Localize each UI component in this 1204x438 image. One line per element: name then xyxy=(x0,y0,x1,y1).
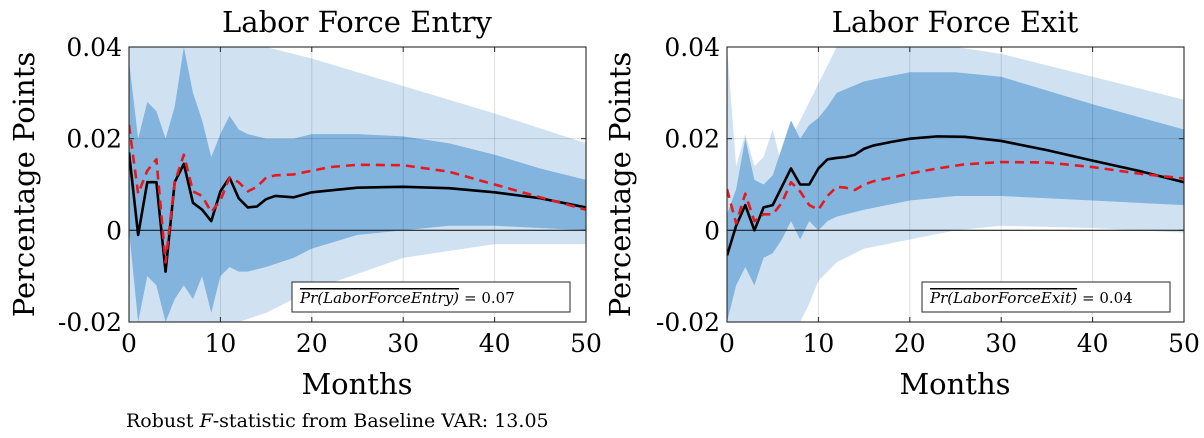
plot-content xyxy=(727,47,1184,322)
y-axis-label: Percentage Points xyxy=(603,52,637,318)
y-tick-label: -0.02 xyxy=(656,308,720,337)
f-statistic-note: Robust F-statistic from Baseline VAR: 13… xyxy=(126,410,549,432)
axes-frame xyxy=(726,46,1185,323)
chart-title: Labor Force Exit xyxy=(832,5,1079,39)
y-tick-label: 0 xyxy=(704,216,720,245)
dashed-series-line xyxy=(727,160,1184,225)
solid-series-line xyxy=(727,135,1184,256)
x-tick-label: 20 xyxy=(894,329,926,358)
annotation-text: Pr(LaborForceExit) = 0.04 xyxy=(929,289,1133,307)
annotation-box xyxy=(291,281,571,313)
annotation-box xyxy=(921,281,1171,313)
annotation-text: Pr(LaborForceEntry) = 0.07 xyxy=(299,289,515,307)
y-tick-label: 0.02 xyxy=(66,125,122,154)
x-tick-label: 10 xyxy=(204,329,236,358)
x-tick-label: 40 xyxy=(1077,329,1109,358)
x-tick-label: 10 xyxy=(802,329,834,358)
x-axis-label: Months xyxy=(301,367,412,401)
x-axis-label: Months xyxy=(899,367,1010,401)
y-tick-label: -0.02 xyxy=(58,308,122,337)
annotation-value: = 0.04 xyxy=(1082,289,1133,307)
x-tick-label: 50 xyxy=(1168,329,1200,358)
f-statistic-prefix: Robust xyxy=(126,410,200,432)
f-statistic-suffix: -statistic from Baseline VAR: 13.05 xyxy=(212,410,549,432)
annotation-value: = 0.07 xyxy=(464,289,515,307)
x-tick-label: 0 xyxy=(121,329,137,358)
x-tick-label: 0 xyxy=(719,329,735,358)
inner-confidence-band xyxy=(727,72,1184,322)
annotation-probability-label: Pr(LaborForceEntry) xyxy=(299,289,459,307)
x-tick-label: 30 xyxy=(985,329,1017,358)
y-tick-label: 0.04 xyxy=(66,33,122,62)
chart-title: Labor Force Entry xyxy=(222,5,492,39)
y-tick-label: 0.02 xyxy=(664,125,720,154)
inner-confidence-band xyxy=(129,47,586,322)
y-tick-label: 0.04 xyxy=(664,33,720,62)
x-tick-label: 40 xyxy=(479,329,511,358)
x-tick-label: 20 xyxy=(296,329,328,358)
annotation-probability-label: Pr(LaborForceExit) xyxy=(929,289,1077,307)
plot-content xyxy=(129,47,586,322)
x-tick-label: 50 xyxy=(570,329,602,358)
axes-frame xyxy=(128,46,587,323)
x-tick-label: 30 xyxy=(387,329,419,358)
y-axis-label: Percentage Points xyxy=(7,52,41,318)
y-tick-label: 0 xyxy=(106,216,122,245)
f-statistic-italic: F xyxy=(199,410,213,432)
dashed-series-line xyxy=(129,124,586,264)
